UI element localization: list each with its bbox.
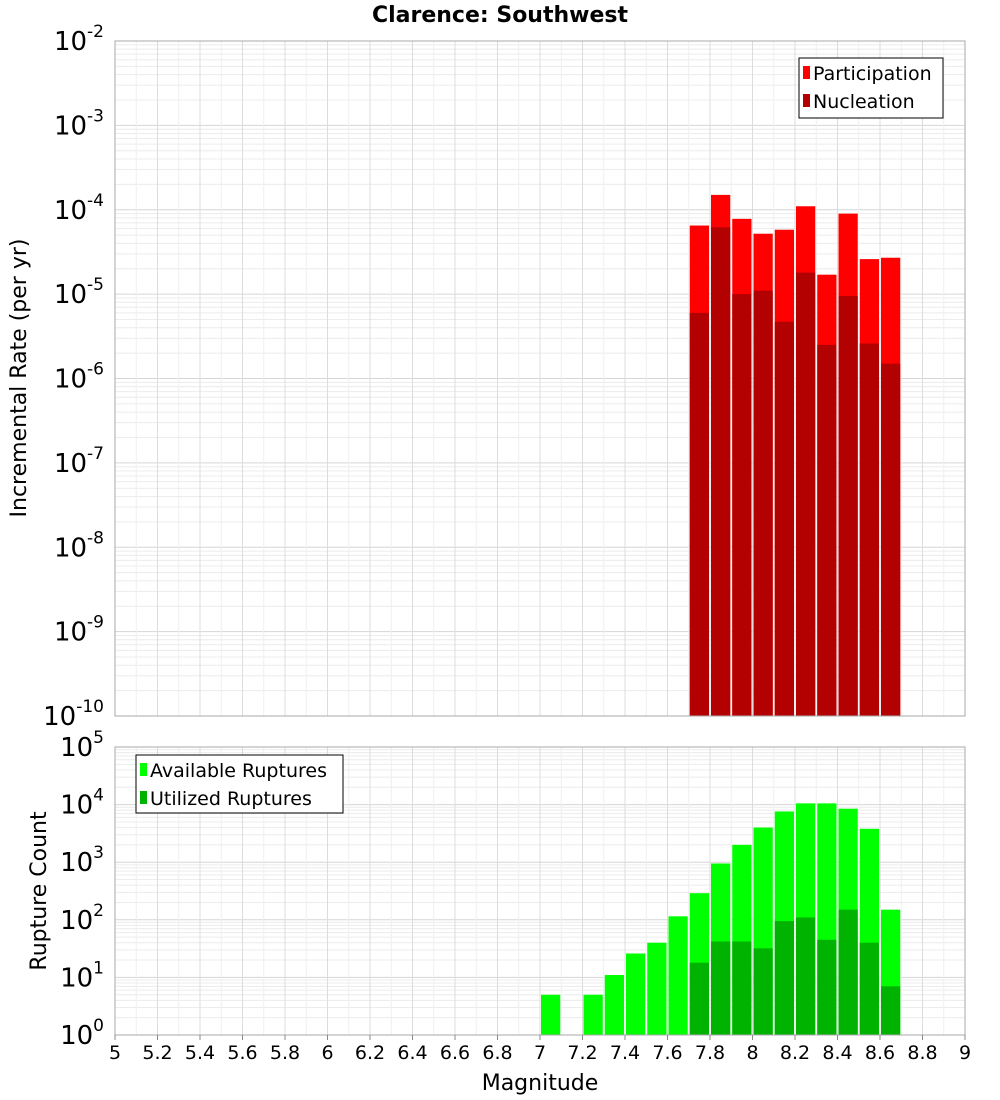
rate-ytick-label: 10-9 bbox=[54, 613, 104, 648]
bar-utilized-ruptures bbox=[838, 909, 858, 1035]
rate-ytick-label: 10-10 bbox=[43, 697, 104, 732]
x-tick-label: 7 bbox=[534, 1042, 546, 1064]
bar-nucleation bbox=[838, 296, 858, 716]
legend-swatch-utilized-ruptures bbox=[140, 791, 147, 804]
bar-utilized-ruptures bbox=[817, 939, 837, 1035]
legend-label-available-ruptures: Available Ruptures bbox=[150, 760, 327, 782]
x-tick-label: 5.8 bbox=[270, 1042, 300, 1064]
x-tick-label: 7.2 bbox=[567, 1042, 597, 1064]
rate-ytick-label: 10-2 bbox=[54, 22, 104, 57]
count-ytick-label: 103 bbox=[60, 843, 104, 878]
x-tick-label: 7.8 bbox=[695, 1042, 725, 1064]
chart-title: Clarence: Southwest bbox=[372, 3, 629, 28]
top-panel-yticks: 10-10 10-9 10-8 10-7 10-6 10-5 10-4 10-3 10-2 bbox=[43, 22, 104, 732]
legend-swatch-participation bbox=[803, 66, 810, 79]
bar-nucleation bbox=[711, 227, 731, 716]
x-tick-label: 8.6 bbox=[865, 1042, 895, 1064]
count-ytick-label: 102 bbox=[60, 901, 104, 936]
x-tick-label: 8 bbox=[746, 1042, 758, 1064]
bottom-panel-legend: Available Ruptures Utilized Ruptures bbox=[135, 754, 344, 814]
rate-ytick-label: 10-6 bbox=[54, 360, 104, 395]
bar-available-ruptures bbox=[583, 994, 603, 1035]
top-panel-frame bbox=[114, 40, 966, 717]
bar-utilized-ruptures bbox=[711, 941, 731, 1035]
bar-available-ruptures bbox=[626, 953, 646, 1035]
bar-utilized-ruptures bbox=[859, 942, 879, 1035]
x-tick-label: 6.4 bbox=[397, 1042, 427, 1064]
rate-ytick-label: 10-3 bbox=[54, 106, 104, 141]
rate-ytick-label: 10-4 bbox=[54, 191, 104, 226]
x-tick-label: 6.6 bbox=[440, 1042, 470, 1064]
bar-utilized-ruptures bbox=[881, 986, 901, 1035]
legend-swatch-available-ruptures bbox=[140, 763, 147, 776]
legend-swatch-nucleation bbox=[803, 94, 810, 107]
bottom-legend-box bbox=[135, 754, 344, 814]
top-panel-ylabel: Incremental Rate (per yr) bbox=[7, 239, 32, 518]
x-tick-label: 5.6 bbox=[227, 1042, 257, 1064]
x-tick-label: 6.8 bbox=[482, 1042, 512, 1064]
top-panel-bars bbox=[689, 194, 901, 717]
top-legend-box bbox=[798, 57, 944, 119]
bar-nucleation bbox=[689, 312, 709, 716]
legend-label-participation: Participation bbox=[813, 63, 932, 85]
rate-ytick-label: 10-5 bbox=[54, 275, 104, 310]
x-axis-label: Magnitude bbox=[482, 1071, 599, 1096]
top-panel-legend: Participation Nucleation bbox=[798, 57, 944, 119]
bar-nucleation bbox=[753, 290, 773, 716]
count-ytick-label: 101 bbox=[60, 958, 104, 993]
bottom-panel-bars bbox=[541, 803, 901, 1035]
rate-ytick-label: 10-7 bbox=[54, 444, 104, 479]
x-tick-label: 5.4 bbox=[185, 1042, 215, 1064]
bar-available-ruptures bbox=[541, 994, 561, 1035]
legend-label-utilized-ruptures: Utilized Ruptures bbox=[150, 788, 312, 810]
bar-nucleation bbox=[774, 321, 794, 716]
bar-nucleation bbox=[732, 294, 752, 716]
bar-nucleation bbox=[796, 272, 816, 716]
bar-available-ruptures bbox=[668, 916, 688, 1035]
x-tick-label: 8.8 bbox=[907, 1042, 937, 1064]
count-ytick-label: 100 bbox=[60, 1016, 104, 1051]
x-tick-label: 9 bbox=[959, 1042, 971, 1064]
bar-utilized-ruptures bbox=[689, 962, 709, 1035]
x-tick-label: 6 bbox=[321, 1042, 333, 1064]
bar-nucleation bbox=[859, 343, 879, 716]
x-axis-ticks: 5 5.2 5.4 5.6 5.8 6 6.2 6.4 6.6 6.8 7 7.2 7.4 7.6 7.8 8… bbox=[109, 1035, 971, 1064]
top-panel-grid bbox=[114, 41, 966, 717]
bottom-panel-yticks: 100 101 102 103 104 105 bbox=[60, 728, 104, 1051]
bar-utilized-ruptures bbox=[796, 917, 816, 1035]
count-ytick-label: 104 bbox=[60, 786, 104, 821]
bar-nucleation bbox=[817, 344, 837, 716]
bar-utilized-ruptures bbox=[774, 921, 794, 1035]
bar-utilized-ruptures bbox=[753, 948, 773, 1035]
x-tick-label: 8.2 bbox=[780, 1042, 810, 1064]
count-ytick-label: 105 bbox=[60, 728, 104, 763]
x-tick-label: 7.4 bbox=[610, 1042, 640, 1064]
bar-available-ruptures bbox=[647, 942, 667, 1035]
x-tick-label: 5.2 bbox=[142, 1042, 172, 1064]
x-tick-label: 5 bbox=[109, 1042, 121, 1064]
x-tick-label: 8.4 bbox=[822, 1042, 852, 1064]
legend-label-nucleation: Nucleation bbox=[813, 91, 915, 113]
bar-utilized-ruptures bbox=[732, 941, 752, 1035]
x-tick-label: 7.6 bbox=[652, 1042, 682, 1064]
bottom-panel-ylabel: Rupture Count bbox=[27, 811, 52, 971]
x-tick-label: 6.2 bbox=[355, 1042, 385, 1064]
bar-nucleation bbox=[881, 363, 901, 716]
rate-ytick-label: 10-8 bbox=[54, 528, 104, 563]
bar-available-ruptures bbox=[604, 975, 624, 1035]
